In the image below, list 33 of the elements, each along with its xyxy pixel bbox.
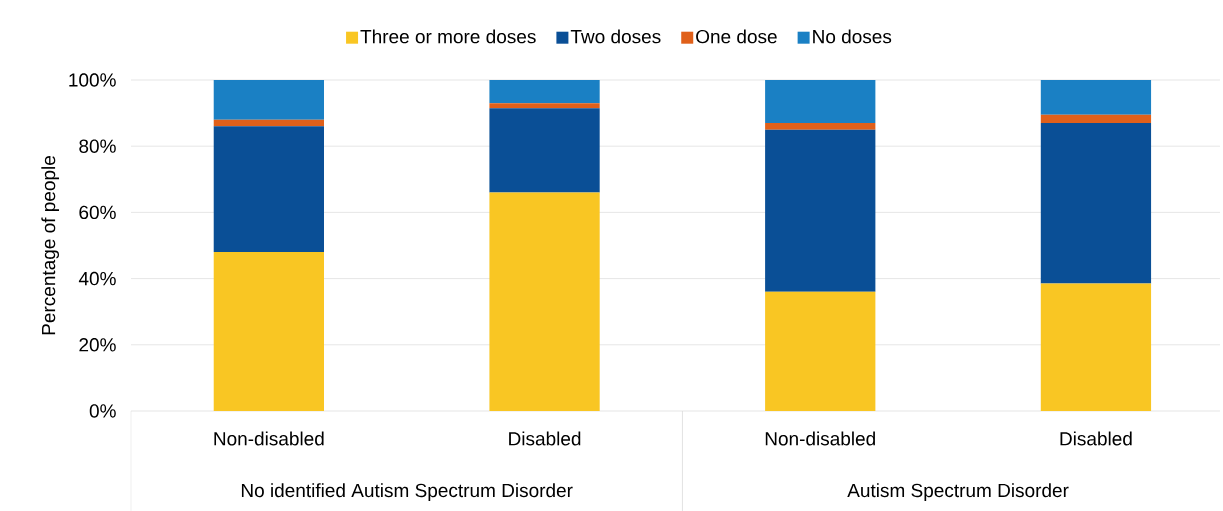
bar — [765, 79, 876, 124]
bar — [1040, 123, 1152, 284]
bar — [213, 252, 324, 411]
bar — [765, 123, 876, 130]
bar — [489, 192, 600, 411]
bar — [213, 79, 324, 120]
x-tick-label: Non-disabled — [765, 431, 875, 446]
x-tick-label: Disabled — [509, 431, 581, 446]
y-axis-title: Percentage of people — [41, 156, 60, 335]
y-tick-label: 60% — [79, 205, 116, 220]
y-tick-label: 20% — [79, 338, 116, 352]
bar — [213, 119, 324, 127]
y-tick-label: 80% — [79, 139, 116, 153]
legend-label: Three or more doses — [360, 29, 536, 44]
bar — [489, 103, 600, 109]
legend-label: No doses — [813, 29, 892, 44]
y-tick-label: 40% — [78, 271, 116, 286]
bar — [765, 129, 876, 292]
y-tick-label: 100% — [69, 73, 116, 87]
bar — [1040, 283, 1152, 411]
bar — [489, 108, 600, 193]
x-tick-label: Non-disabled — [214, 431, 324, 446]
text: No identified Autism Spectrum Disorder — [241, 483, 573, 501]
text: Autism Spectrum Disorder — [847, 483, 1069, 501]
y-tick-label: 0% — [89, 404, 116, 418]
legend-label: One dose — [696, 29, 777, 44]
x-tick-label: Disabled — [1060, 431, 1132, 446]
bar — [213, 126, 324, 253]
bar — [765, 291, 876, 411]
legend-label: Two doses — [570, 29, 661, 44]
bar — [1040, 114, 1152, 124]
bar — [489, 79, 600, 104]
bar — [1040, 79, 1152, 115]
